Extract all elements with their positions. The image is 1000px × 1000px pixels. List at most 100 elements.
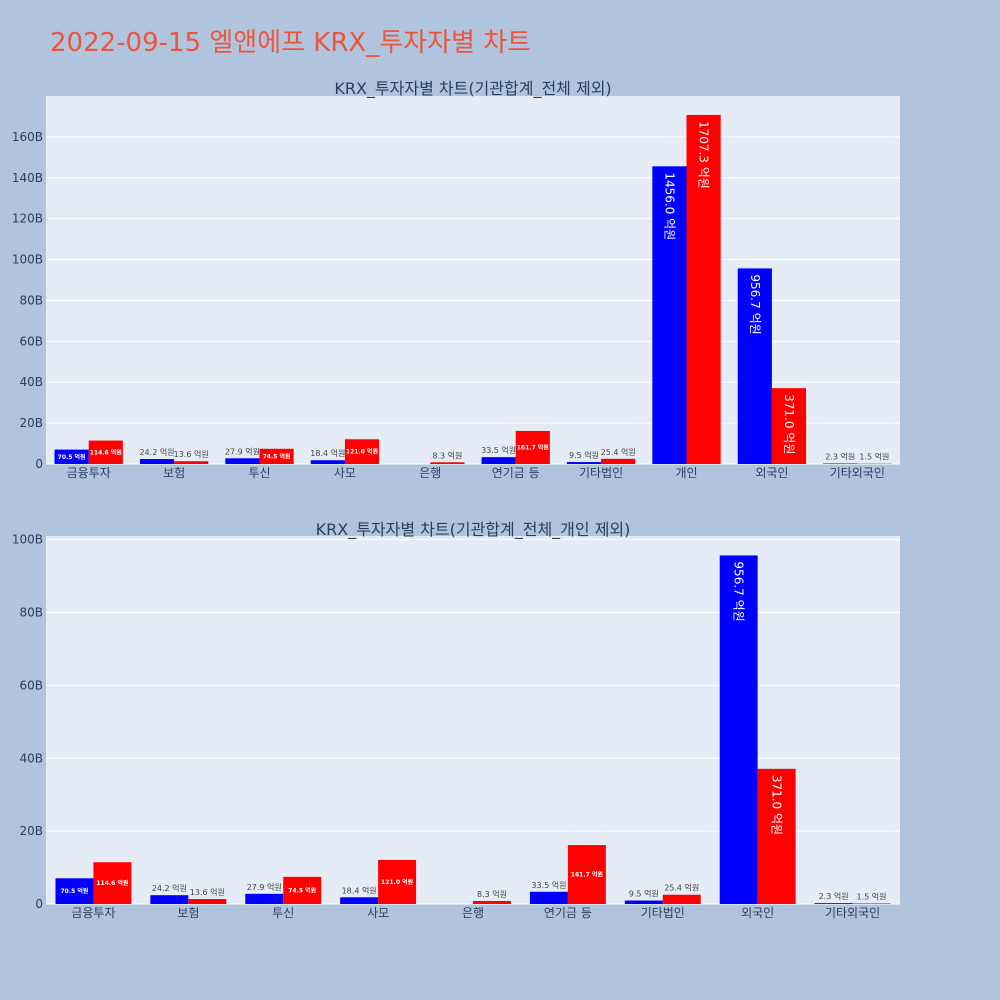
bar: [310, 460, 345, 464]
bar: [225, 458, 260, 464]
data-label: 371.0 억원: [782, 394, 796, 454]
bar: [652, 166, 687, 464]
y-tick-label: 0: [35, 897, 43, 911]
bar: [757, 768, 796, 904]
bar: [430, 462, 465, 464]
data-label: 24.2 억원: [139, 447, 174, 457]
y-tick-label: 40B: [19, 375, 43, 389]
bar: [686, 114, 721, 465]
bar: [54, 449, 89, 464]
data-label: 161.7 억원: [517, 443, 549, 451]
bar: [245, 893, 284, 904]
bar: [662, 894, 701, 904]
chart-title: KRX_투자자별 차트(기관합계_전체_개인 제외): [316, 520, 631, 540]
bar: [88, 440, 123, 464]
y-tick-label: 20B: [19, 416, 43, 430]
data-label: 25.4 억원: [601, 447, 636, 457]
x-tick-label: 투신: [272, 906, 294, 920]
x-tick-label: 사모: [334, 466, 356, 480]
x-tick-label: 금융투자: [71, 906, 115, 920]
data-label: 1456.0 억원: [662, 172, 676, 240]
data-label: 161.7 억원: [571, 871, 603, 879]
bar: [737, 268, 772, 464]
bar: [150, 895, 189, 904]
y-tick-label: 120B: [12, 212, 43, 226]
data-label: 25.4 억원: [664, 883, 699, 893]
bar: [283, 876, 322, 904]
y-tick-label: 140B: [12, 171, 43, 185]
y-tick-label: 100B: [12, 533, 43, 547]
y-tick-label: 0: [35, 457, 43, 471]
bar: [378, 859, 417, 904]
bar: [719, 555, 758, 904]
page-title: 2022-09-15 엘앤에프 KRX_투자자별 차트: [50, 28, 532, 58]
data-label: 18.4 억원: [310, 448, 345, 458]
data-label: 1.5 억원: [857, 891, 887, 901]
x-tick-label: 은행: [419, 465, 441, 480]
y-tick-label: 40B: [19, 751, 43, 765]
y-tick-label: 80B: [19, 293, 43, 307]
bar: [515, 430, 550, 464]
data-label: 121.0 억원: [346, 448, 378, 456]
x-tick-label: 연기금 등: [544, 906, 592, 920]
data-label: 2.3 억원: [819, 891, 849, 901]
bar: [340, 897, 379, 904]
bar: [55, 878, 94, 904]
data-label: 33.5 억원: [481, 445, 516, 455]
chart-2: 0 20B 40B 60B 80B 100B KRX_투자자별 차트(기관합계_전체_개인 …: [12, 520, 900, 920]
y-tick-label: 160B: [12, 130, 43, 144]
bar: [852, 903, 891, 904]
data-label: 74.5 억원: [263, 452, 291, 460]
data-label: 371.0 억원: [770, 775, 784, 835]
bar: [529, 891, 568, 904]
data-label: 18.4 억원: [342, 885, 377, 895]
x-tick-label: 기타외국인: [830, 466, 885, 480]
bar: [601, 458, 636, 464]
y-tick-label: 80B: [19, 606, 43, 620]
y-tick-label: 20B: [19, 824, 43, 838]
data-label: 8.3 억원: [432, 450, 462, 460]
bar: [771, 388, 807, 464]
data-label: 27.9 억원: [225, 446, 260, 456]
data-label: 9.5 억원: [569, 450, 599, 460]
bar: [259, 448, 294, 464]
y-tick-label: 60B: [19, 334, 43, 348]
x-tick-label: 개인: [675, 466, 697, 480]
x-tick-label: 보험: [163, 466, 185, 480]
x-tick-label: 연기금 등: [492, 466, 540, 480]
bar: [188, 899, 227, 904]
x-tick-label: 투신: [248, 466, 270, 480]
bar: [344, 439, 380, 464]
data-label: 70.5 억원: [60, 887, 88, 895]
bar: [481, 457, 516, 464]
bar: [174, 461, 209, 464]
chart-1: 0 20B 40B 60B 80B 100B 120B 140B 160B KRX_투자자별 차트…: [12, 79, 900, 480]
x-tick-label: 은행: [462, 905, 484, 920]
data-label: 74.5 억원: [288, 886, 316, 894]
x-tick-label: 기타외국인: [825, 906, 880, 920]
data-label: 956.7 억원: [732, 561, 746, 621]
x-tick-label: 보험: [177, 906, 199, 920]
data-label: 114.6 억원: [90, 448, 122, 456]
data-label: 13.6 억원: [174, 449, 209, 459]
data-label: 27.9 억원: [247, 882, 282, 892]
bar: [473, 900, 511, 904]
bar: [814, 903, 853, 904]
x-tick-label: 외국인: [755, 466, 788, 480]
x-tick-label: 외국인: [741, 906, 774, 920]
data-label: 1.5 억원: [859, 452, 889, 462]
x-tick-label: 사모: [367, 906, 389, 920]
y-tick-label: 100B: [12, 253, 43, 267]
data-label: 114.6 억원: [96, 879, 128, 887]
data-label: 13.6 억원: [190, 887, 225, 897]
data-label: 70.5 억원: [58, 453, 86, 461]
x-tick-label: 기타법인: [641, 906, 685, 920]
data-label: 9.5 억원: [629, 889, 659, 899]
data-label: 2.3 억원: [825, 452, 855, 462]
data-label: 24.2 억원: [152, 883, 187, 893]
y-tick-label: 60B: [19, 678, 43, 692]
chart-title: KRX_투자자별 차트(기관합계_전체 제외): [334, 79, 611, 99]
bar: [139, 459, 175, 464]
x-tick-label: 기타법인: [579, 466, 623, 480]
